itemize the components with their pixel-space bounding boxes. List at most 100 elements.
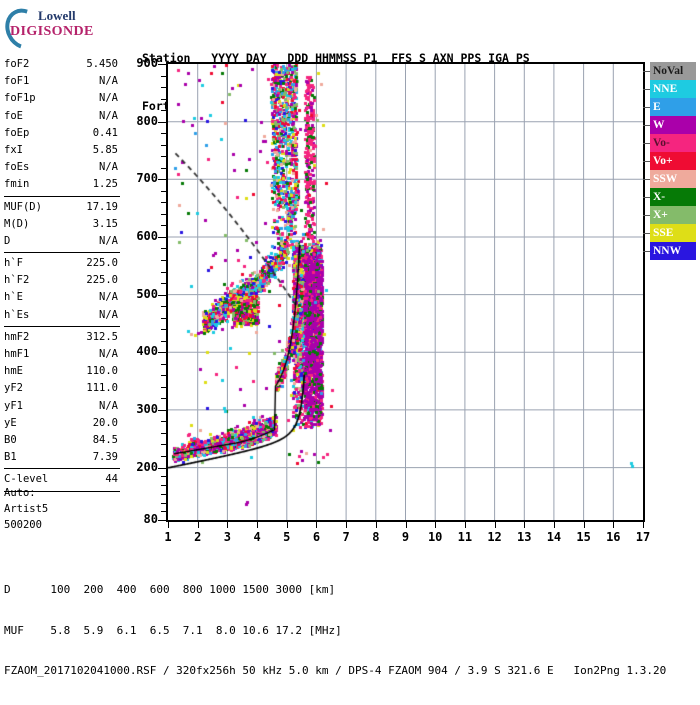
param-key: B0 [4, 433, 17, 446]
x-tick-label: 1 [164, 530, 172, 544]
param-key: yE [4, 416, 17, 429]
y-minor-tick [161, 317, 166, 319]
param-value: 225.0 [86, 274, 118, 287]
y-minor-tick [161, 260, 166, 261]
param-value: 225.0 [86, 257, 118, 270]
y-minor-tick [161, 444, 166, 446]
param-key: hmE [4, 365, 23, 378]
x-tick-mark [613, 522, 615, 528]
legend-tick [643, 107, 650, 108]
auto-name: Artist5 [4, 503, 49, 515]
y-minor-tick [161, 432, 166, 434]
y-minor-tick [161, 167, 166, 169]
param-divider-2 [4, 252, 120, 254]
legend-item-nne[interactable]: NNE [650, 80, 696, 98]
y-tick-mark [158, 236, 166, 238]
footer-info: D 100 200 400 600 800 1000 1500 3000 [km… [4, 556, 666, 705]
y-minor-tick [161, 87, 166, 89]
param-value: 312.5 [86, 330, 118, 343]
x-tick-label: 3 [223, 530, 231, 544]
legend-tick [643, 143, 650, 144]
x-tick-mark [316, 522, 318, 528]
param-row-mufd: MUF(D) 17.19 [4, 199, 120, 216]
param-key: h`F [4, 257, 23, 270]
param-row-fof1p: foF1p N/A [4, 90, 120, 107]
y-tick-mark [158, 467, 166, 469]
y-minor-tick [161, 213, 166, 215]
param-value: 0.41 [92, 126, 118, 139]
y-minor-tick [161, 386, 166, 388]
param-row-foes: foEs N/A [4, 159, 120, 176]
param-value: N/A [99, 291, 118, 304]
param-value: 111.0 [86, 382, 118, 395]
y-tick-mark [158, 520, 166, 521]
param-row-hf: h`F 225.0 [4, 255, 120, 272]
param-row-d: D N/A [4, 233, 120, 250]
legend-item-vo[interactable]: Vo+ [650, 152, 696, 170]
x-tick-label: 15 [576, 530, 591, 544]
param-value: 17.19 [86, 200, 118, 213]
param-value: 7.39 [92, 451, 118, 464]
param-value: 84.5 [92, 433, 118, 446]
x-tick-label: 13 [517, 530, 532, 544]
param-row-fmin: fmin 1.25 [4, 176, 120, 193]
param-value: 20.0 [92, 416, 118, 429]
param-key: h`Es [4, 308, 30, 321]
param-divider-1 [4, 195, 120, 197]
param-key: hmF2 [4, 330, 30, 343]
y-minor-tick [161, 421, 166, 423]
x-tick-label: 9 [401, 530, 410, 544]
legend-item-noval[interactable]: NoVal [650, 62, 696, 80]
x-tick-label: 11 [457, 530, 473, 544]
footer-distance-row: D 100 200 400 600 800 1000 1500 3000 [km… [4, 583, 336, 596]
legend-item-sse[interactable]: SSE [650, 224, 696, 242]
x-tick-label: 12 [487, 530, 502, 544]
param-key: fxI [4, 143, 23, 156]
param-value: 5.85 [92, 143, 118, 156]
y-minor-tick [161, 144, 166, 146]
legend-tick [643, 215, 650, 216]
y-minor-tick [161, 398, 166, 400]
param-key: yF1 [4, 399, 23, 412]
param-key: foEs [4, 161, 30, 174]
y-minor-tick [161, 98, 166, 100]
y-tick-label: 300 [136, 401, 158, 416]
legend-item-nnw[interactable]: NNW [650, 242, 696, 260]
x-tick-label: 17 [635, 530, 651, 544]
x-tick-label: 8 [372, 530, 380, 544]
y-minor-tick [161, 202, 166, 204]
legend-item-w[interactable]: W [650, 116, 696, 134]
legend-item-ssw[interactable]: SSW [650, 170, 696, 188]
param-group-clevel: C-level 44 [4, 471, 120, 488]
param-key: foE [4, 109, 23, 122]
param-key: foEp [4, 126, 30, 139]
y-minor-tick [161, 329, 166, 331]
param-key: MUF(D) [4, 200, 42, 213]
param-row-hme: hmE 110.0 [4, 363, 120, 380]
y-minor-tick [161, 225, 166, 227]
y-minor-tick [161, 340, 166, 342]
parameter-panel: foF2 5.450 foF1 N/A foF1p N/A foE N/A foEp 0.41 fx… [4, 56, 120, 494]
param-row-foe: foE N/A [4, 108, 120, 125]
param-row-clevel: C-level 44 [4, 471, 120, 488]
param-value: 1.25 [92, 178, 118, 191]
legend-item-e[interactable]: E [650, 98, 696, 116]
legend-tick [643, 197, 650, 198]
param-divider-3 [4, 325, 120, 327]
legend-tick [643, 71, 650, 72]
legend-item-x[interactable]: X- [650, 188, 696, 206]
param-row-fof2: foF2 5.450 [4, 56, 120, 73]
legend-item-vo[interactable]: Vo- [650, 134, 696, 152]
legend-tick [643, 89, 650, 90]
legend-item-x[interactable]: X+ [650, 206, 696, 224]
y-minor-tick [161, 271, 166, 273]
x-tick-mark [464, 522, 466, 528]
footer-file-row: FZAOM_2017102041000.RSF / 320fx256h 50 k… [4, 664, 667, 677]
color-legend: NoVal NNE E W Vo- Vo+ SSW X- X+ SSE NNW [643, 62, 696, 260]
param-value: N/A [99, 308, 118, 321]
y-minor-tick [161, 493, 166, 495]
ionogram-page: Lowell DIGISONDE Station YYYY DAY DDD HH… [0, 2, 696, 677]
param-row-hf2: h`F2 225.0 [4, 272, 120, 289]
ionogram-plot[interactable] [166, 62, 645, 522]
x-tick-mark [375, 522, 377, 528]
